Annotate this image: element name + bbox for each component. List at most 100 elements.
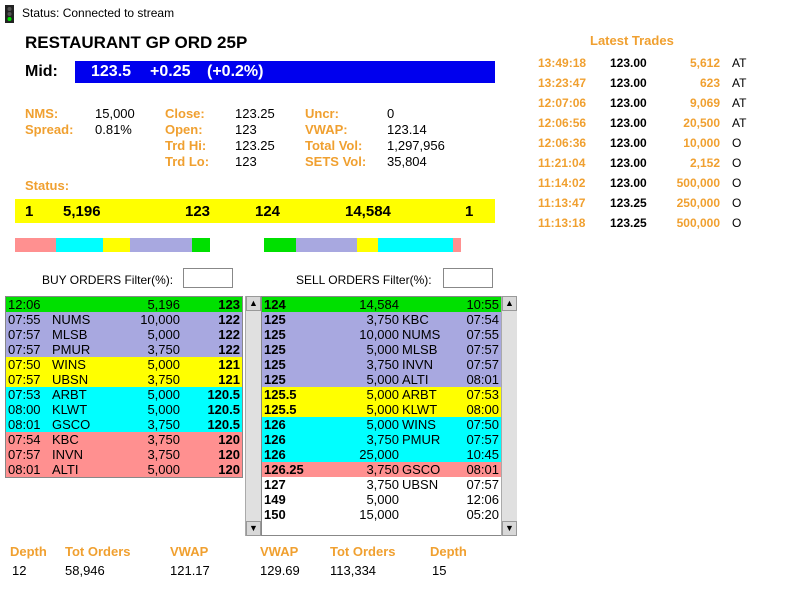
trade-time: 11:21:04	[538, 156, 586, 170]
order-broker: PMUR	[402, 432, 441, 447]
status-text: Status: Connected to stream	[22, 6, 175, 20]
buy-order-row: 07:57 INVN 3,750 120	[6, 447, 242, 462]
sell-order-row: 126 5,000 WINS 07:50	[262, 417, 501, 432]
sell-order-row: 126.25 3,750 GSCO 08:01	[262, 462, 501, 477]
touch-line-bar: 1 5,196 123 124 14,584 1	[15, 199, 495, 223]
order-time: 08:01	[8, 417, 41, 432]
order-price: 121	[218, 357, 240, 372]
order-time: 07:54	[8, 432, 41, 447]
close-label: Close:	[165, 106, 205, 121]
order-qty: 10,000	[359, 327, 399, 342]
buy-order-row: 08:01 GSCO 3,750 120.5	[6, 417, 242, 432]
buy-order-row: 07:57 MLSB 5,000 122	[6, 327, 242, 342]
order-price: 127	[264, 477, 286, 492]
order-broker: GSCO	[52, 417, 91, 432]
order-time: 07:55	[466, 327, 499, 342]
buy-depth-bar	[15, 238, 210, 252]
trade-time: 12:06:56	[538, 116, 587, 130]
sell-order-row: 125 3,750 KBC 07:54	[262, 312, 501, 327]
trade-qty: 10,000	[683, 136, 720, 150]
trade-row: 11:21:04 123.00 2,152 O	[538, 156, 778, 176]
uncr-label: Uncr:	[305, 106, 339, 121]
sell-tot-orders-value: 113,334	[330, 563, 377, 578]
trade-price: 123.00	[610, 156, 647, 170]
trade-type: AT	[732, 96, 747, 110]
order-broker: UBSN	[402, 477, 439, 492]
sets-volume-label: SETS Vol:	[305, 154, 367, 169]
sell-order-row: 125 5,000 MLSB 07:57	[262, 342, 501, 357]
order-price: 126	[264, 432, 286, 447]
sell-filter-input[interactable]	[443, 268, 493, 288]
scroll-down-icon[interactable]: ▼	[246, 521, 261, 536]
trade-price: 123.00	[610, 96, 647, 110]
order-price: 126	[264, 417, 286, 432]
sell-order-row: 126 3,750 PMUR 07:57	[262, 432, 501, 447]
trade-price: 123.00	[610, 116, 647, 130]
order-price: 120.5	[207, 387, 240, 402]
order-time: 07:57	[466, 477, 499, 492]
order-qty: 5,000	[366, 402, 399, 417]
order-time: 07:57	[466, 357, 499, 372]
buy-depth-label: Depth	[10, 544, 47, 559]
sell-orders-table: 124 14,584 10:55 125 3,750 KBC 07:54 125 10,000 N…	[261, 296, 517, 536]
order-time: 07:54	[466, 312, 499, 327]
scroll-down-icon[interactable]: ▼	[502, 521, 517, 536]
scroll-up-icon[interactable]: ▲	[246, 296, 261, 311]
trade-price: 123.00	[610, 176, 647, 190]
nms-value: 15,000	[95, 106, 135, 121]
order-time: 07:53	[8, 387, 41, 402]
trade-row: 13:49:18 123.00 5,612 AT	[538, 56, 778, 76]
order-price: 122	[218, 327, 240, 342]
order-price: 125	[264, 312, 286, 327]
trade-row: 12:07:06 123.00 9,069 AT	[538, 96, 778, 116]
trade-row: 11:13:18 123.25 500,000 O	[538, 216, 778, 236]
order-price: 150	[264, 507, 286, 522]
order-time: 07:50	[466, 417, 499, 432]
trade-high-label: Trd Hi:	[165, 138, 207, 153]
trade-qty: 623	[699, 76, 720, 90]
order-price: 125.5	[264, 387, 297, 402]
sell-touch-qty: 14,584	[345, 203, 391, 220]
mid-price-bar: 123.5 +0.25 (+0.2%)	[75, 61, 495, 83]
order-qty: 5,000	[366, 417, 399, 432]
buy-order-row: 08:00 KLWT 5,000 120.5	[6, 402, 242, 417]
sell-order-row: 127 3,750 UBSN 07:57	[262, 477, 501, 492]
order-qty: 10,000	[140, 312, 180, 327]
trade-time: 13:49:18	[538, 56, 587, 70]
buy-order-row: 08:01 ALTI 5,000 120	[6, 462, 242, 477]
order-qty: 3,750	[147, 342, 180, 357]
buy-scrollbar[interactable]: ▲ ▼	[245, 296, 261, 536]
order-qty: 5,000	[147, 402, 180, 417]
trade-low-value: 123	[235, 154, 257, 169]
buy-orders-label: BUY ORDERS Filter(%):	[42, 273, 174, 287]
order-time: 12:06	[8, 297, 41, 312]
order-time: 07:57	[8, 372, 41, 387]
buy-filter-input[interactable]	[183, 268, 233, 288]
order-price: 124	[264, 297, 286, 312]
sell-orders-label: SELL ORDERS Filter(%):	[296, 273, 432, 287]
order-qty: 5,000	[147, 462, 180, 477]
trade-type: AT	[732, 56, 747, 70]
buy-depth-segment	[15, 238, 56, 252]
sell-order-row: 124 14,584 10:55	[262, 297, 501, 312]
order-price: 125	[264, 327, 286, 342]
order-broker: KLWT	[402, 402, 438, 417]
trade-time: 11:13:47	[538, 196, 586, 210]
trade-qty: 500,000	[676, 176, 720, 190]
best-ask: 124	[255, 203, 281, 220]
order-price: 126.25	[264, 462, 304, 477]
trade-type: O	[732, 176, 742, 190]
status-label: Status:	[25, 178, 70, 193]
order-broker: ARBT	[402, 387, 437, 402]
mid-change-pct: (+0.2%)	[207, 63, 264, 80]
trade-price: 123.25	[610, 216, 647, 230]
buy-order-row: 07:55 NUMS 10,000 122	[6, 312, 242, 327]
sell-scrollbar[interactable]: ▲ ▼	[501, 296, 517, 536]
buy-order-row: 07:50 WINS 5,000 121	[6, 357, 242, 372]
instrument-title: RESTAURANT GP ORD 25P	[25, 33, 248, 52]
connection-status-icon	[5, 5, 14, 23]
scroll-up-icon[interactable]: ▲	[502, 296, 517, 311]
buy-depth-segment	[192, 238, 210, 252]
trade-price: 123.25	[610, 196, 647, 210]
order-qty: 5,000	[147, 327, 180, 342]
